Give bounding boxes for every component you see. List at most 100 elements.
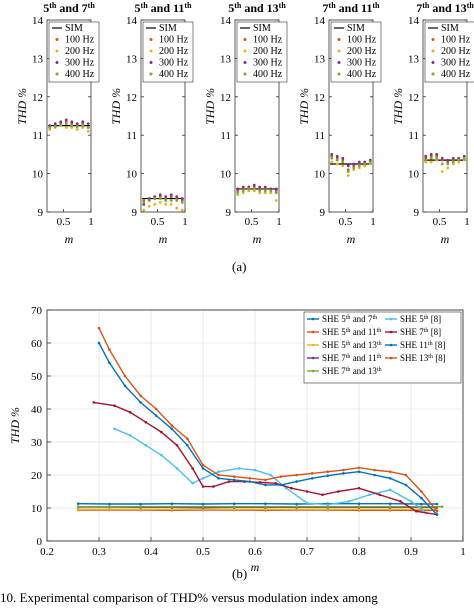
series-marker <box>388 505 392 508</box>
data-point <box>352 168 356 172</box>
data-point <box>457 158 461 162</box>
data-point <box>435 158 439 162</box>
data-point <box>352 166 356 170</box>
data-point <box>75 122 79 126</box>
data-point <box>86 129 90 133</box>
data-point <box>147 204 151 208</box>
legend-dot-swatch <box>55 72 59 76</box>
series-marker <box>399 500 402 503</box>
legend-label-part: and 13 <box>350 340 377 350</box>
data-point <box>252 185 256 189</box>
y-tick-label: 13 <box>408 53 420 65</box>
series-marker <box>321 493 324 497</box>
series-marker <box>440 505 444 508</box>
x-tick-label: 1 <box>460 546 466 558</box>
legend-swatch-marker <box>311 356 315 360</box>
data-point <box>435 154 439 158</box>
data-point <box>175 206 179 210</box>
y-tick-label: 13 <box>126 53 138 65</box>
legend-label-part: and 13 <box>350 366 377 376</box>
series-marker <box>388 470 392 474</box>
legend-label: SHE 7th and 13th <box>322 366 382 376</box>
legend-label: SIM <box>253 23 271 34</box>
legend-label-part: [8] <box>433 353 446 363</box>
panel-title: 7th and 11th <box>323 1 380 16</box>
series-marker <box>404 483 408 487</box>
series-marker <box>253 468 257 472</box>
series-marker <box>191 467 194 470</box>
series-marker <box>139 401 142 404</box>
data-point <box>440 170 444 174</box>
data-point <box>451 160 455 164</box>
y-tick-label: 20 <box>31 470 43 482</box>
legend-label-part: SHE 5 <box>322 314 346 324</box>
legend-label-part: and 11 <box>350 353 376 363</box>
legend-label: 400 Hz <box>253 69 283 80</box>
y-tick-label: 11 <box>408 130 419 142</box>
series-marker <box>357 466 361 470</box>
series-marker <box>336 490 340 493</box>
x-tick-label: 0.7 <box>300 546 314 558</box>
legend-label-part: th <box>377 367 382 373</box>
y-tick-label: 70 <box>31 305 43 317</box>
legend-label-part: th <box>346 341 351 347</box>
x-tick-label: 0.9 <box>404 546 418 558</box>
y-tick-label: 30 <box>31 437 43 449</box>
y-tick-label: 0 <box>37 536 43 548</box>
y-axis-label: THD % <box>297 88 311 125</box>
panel-title-part: th <box>372 1 380 10</box>
series-marker <box>357 486 361 490</box>
series-marker <box>76 508 80 511</box>
series-marker <box>264 508 267 511</box>
series-marker <box>201 485 205 488</box>
data-point <box>86 122 90 126</box>
legend-label-part: SHE 7 <box>322 366 346 376</box>
data-point <box>429 160 433 164</box>
panel-title-part: and 11 <box>148 1 185 15</box>
data-point <box>86 126 90 129</box>
panel-title-part: 5 <box>228 1 234 15</box>
chart-legend-box <box>303 311 462 384</box>
data-point <box>435 156 439 160</box>
series-marker <box>295 480 298 483</box>
legend-swatch-marker <box>389 330 393 334</box>
data-point <box>440 158 444 162</box>
legend-label-part: SHE 5 <box>322 340 346 350</box>
data-point <box>357 166 361 170</box>
series-marker <box>113 427 116 431</box>
data-point <box>341 156 345 160</box>
y-tick-label: 11 <box>314 130 325 142</box>
legend-label: 300 Hz <box>65 58 95 69</box>
data-point <box>164 202 168 206</box>
series-marker <box>232 475 236 478</box>
series-marker <box>212 485 215 488</box>
y-tick-label: 9 <box>320 207 326 219</box>
data-point <box>341 160 345 164</box>
legend-label-part: th <box>377 328 382 334</box>
legend-label: 200 Hz <box>441 46 471 57</box>
data-point <box>75 128 79 131</box>
legend-swatch-marker <box>311 343 315 347</box>
y-axis-label: THD % <box>391 88 405 125</box>
data-point <box>330 160 334 164</box>
legend-label: 100 Hz <box>65 35 95 46</box>
y-tick-label: 14 <box>314 15 326 27</box>
y-tick-label: 11 <box>126 130 137 142</box>
data-point <box>346 170 350 174</box>
legend-label: 100 Hz <box>159 35 189 46</box>
data-point <box>258 189 262 193</box>
data-point <box>241 191 245 195</box>
series-marker <box>201 477 205 480</box>
series-marker <box>128 411 132 414</box>
data-point <box>429 154 433 158</box>
data-point <box>153 195 157 199</box>
data-point <box>258 187 262 191</box>
legend-dot-swatch <box>243 61 247 64</box>
data-point <box>352 162 356 166</box>
legend-label: SHE 5th and 13th <box>322 340 382 350</box>
series-marker <box>357 470 361 474</box>
legend-label: 100 Hz <box>441 35 471 46</box>
data-point <box>64 118 68 122</box>
series-marker <box>279 475 283 478</box>
data-point <box>175 195 179 199</box>
